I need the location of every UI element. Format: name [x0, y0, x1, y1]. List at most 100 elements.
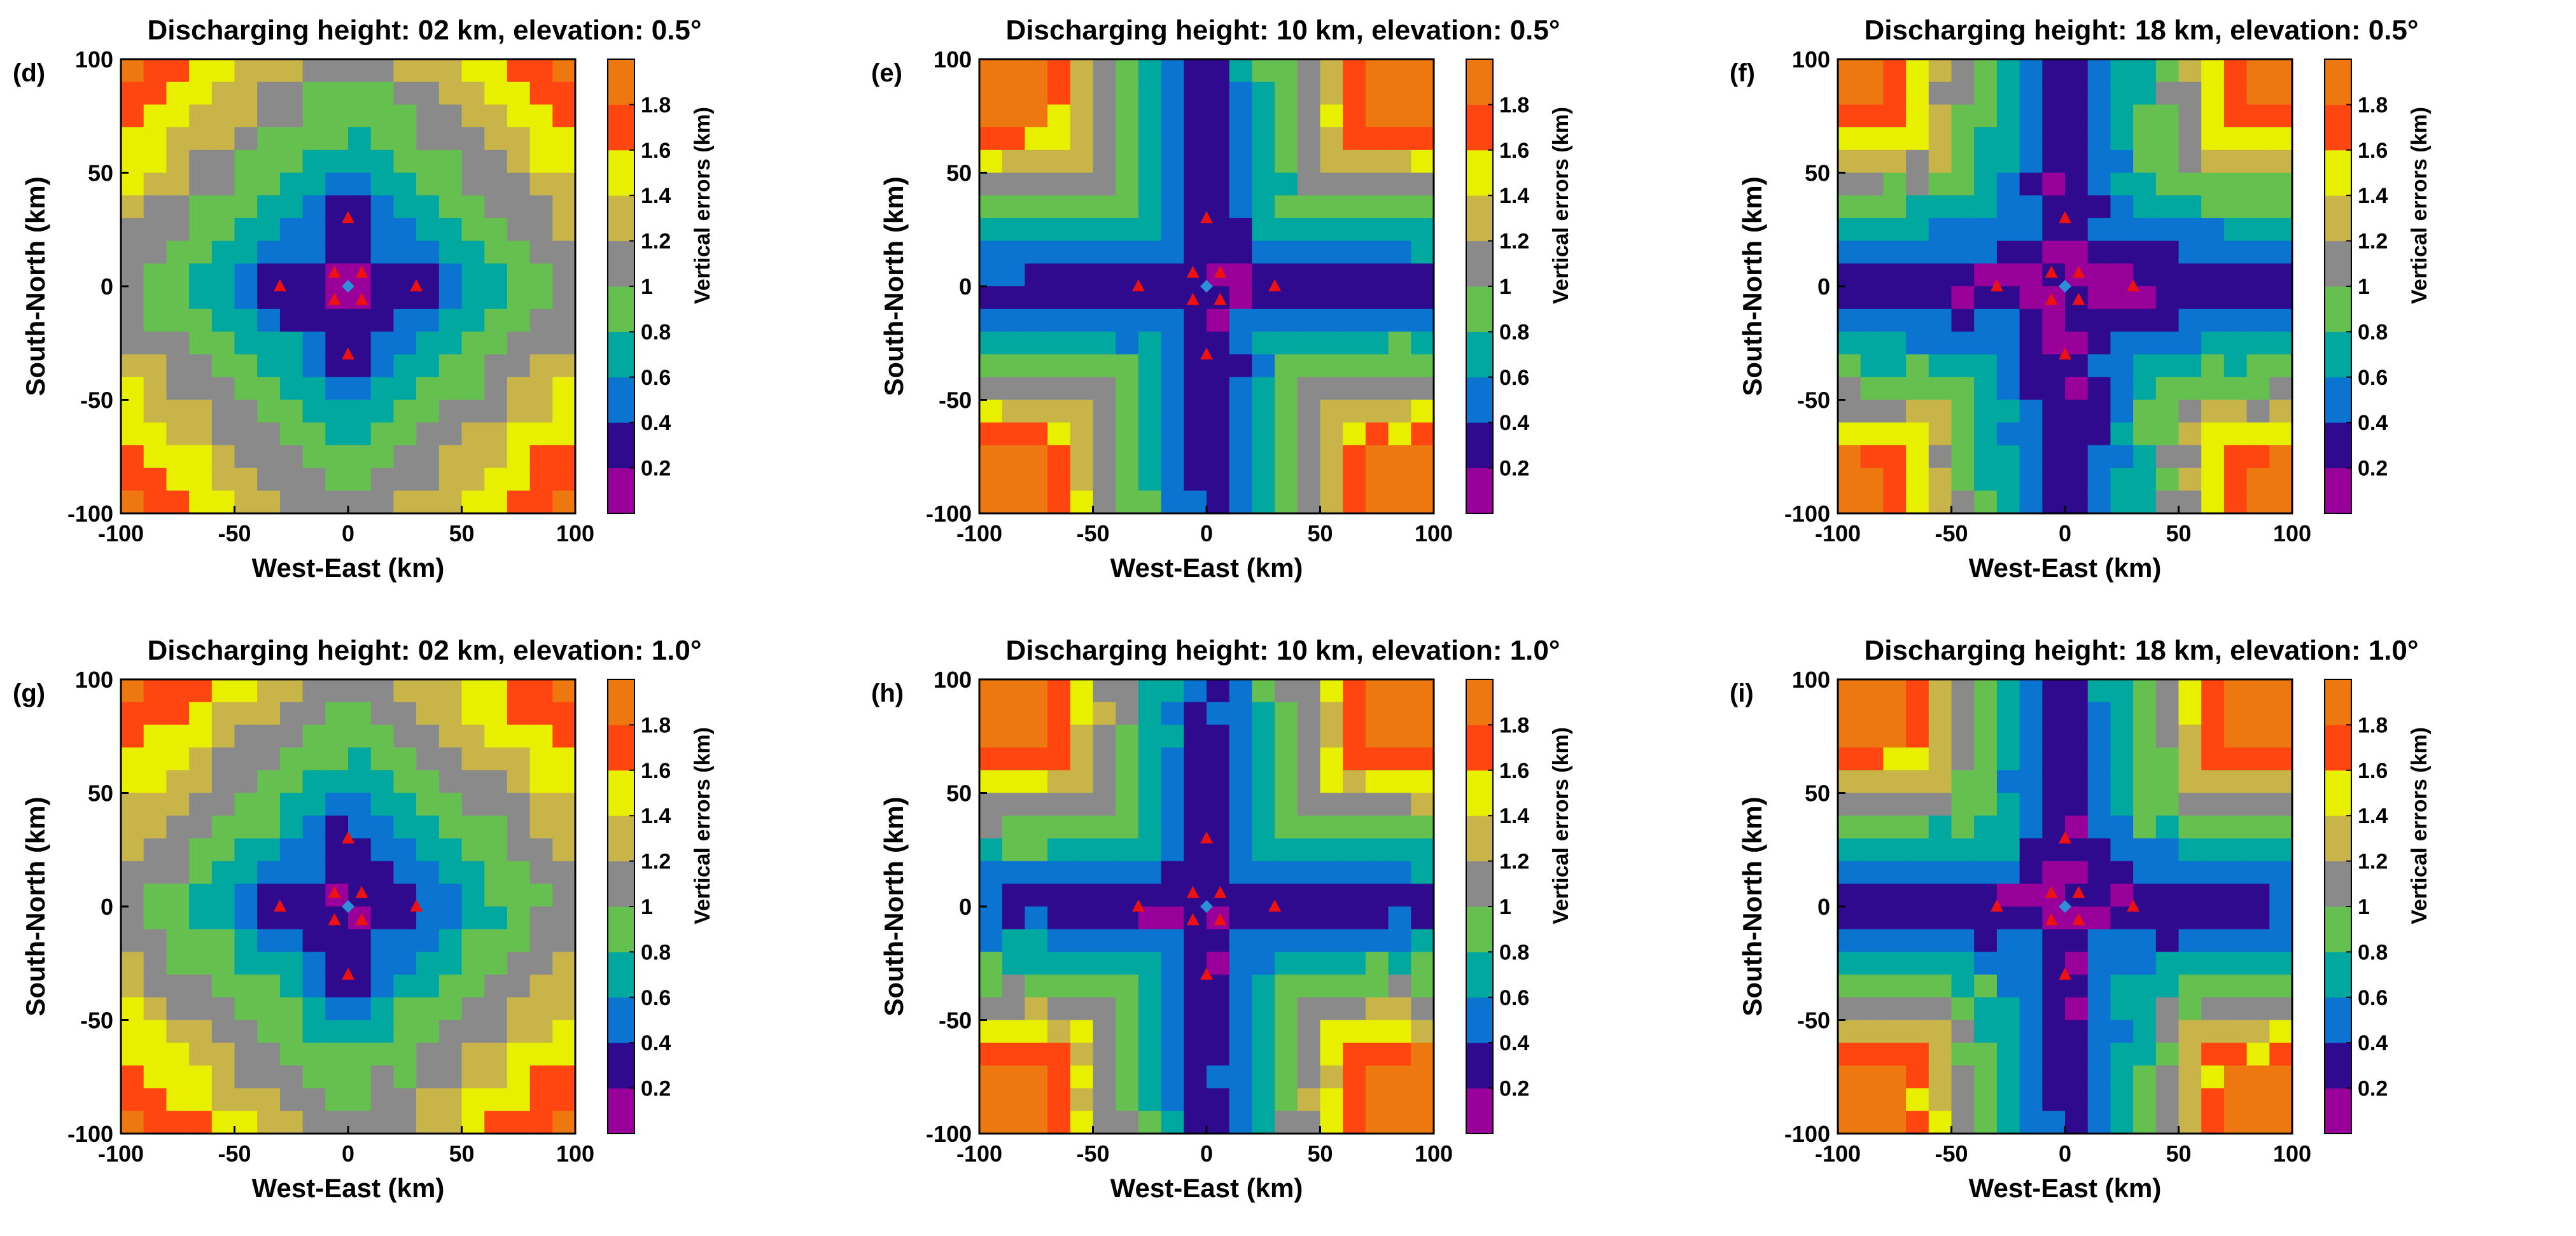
colorbar-segment: [608, 679, 634, 725]
contour-cell: [1070, 218, 1094, 242]
contour-cell: [1883, 399, 1907, 423]
contour-cell: [234, 81, 258, 105]
colorbar-segment: [2325, 468, 2351, 514]
contour-cell: [1838, 793, 1861, 816]
contour-cell: [1275, 468, 1298, 491]
contour-cell: [211, 195, 235, 219]
contour-cell: [1928, 747, 1952, 771]
contour-cell: [121, 218, 144, 242]
contour-cell: [1297, 1043, 1321, 1066]
contour-cell: [370, 422, 394, 446]
contour-cell: [1207, 725, 1230, 748]
contour-cell: [1883, 952, 1907, 975]
contour-cell: [1365, 679, 1389, 703]
contour-cell: [2223, 884, 2248, 907]
contour-cell: [1951, 793, 1975, 816]
contour-cell: [189, 309, 213, 332]
contour-cell: [325, 309, 349, 332]
colorbar-label: Vertical errors (km): [1549, 727, 1573, 924]
contour-cell: [1343, 240, 1366, 264]
contour-cell: [1365, 838, 1389, 862]
station-marker: [410, 279, 423, 291]
station-marker: [410, 899, 423, 912]
contour-cell: [2087, 218, 2111, 242]
contour-cell: [1002, 286, 1025, 310]
contour-cell: [370, 884, 394, 907]
contour-cell: [2133, 952, 2157, 975]
contour-cell: [2201, 218, 2225, 242]
contour-cell: [416, 929, 440, 952]
contour-cell: [1860, 399, 1884, 423]
contour-cell: [302, 816, 326, 839]
colorbar-segment: [2325, 725, 2351, 771]
contour-cell: [211, 309, 235, 332]
contour-cell: [2223, 747, 2248, 771]
contour-cell: [189, 445, 213, 469]
contour-cell: [1138, 354, 1162, 378]
contour-cell: [393, 195, 417, 219]
contour-cell: [1838, 331, 1861, 355]
contour-cell: [2110, 1088, 2134, 1111]
contour-cell: [234, 377, 258, 401]
contour-cell: [1883, 331, 1907, 355]
contour-cell: [2246, 929, 2270, 952]
station-marker: [1214, 913, 1227, 926]
contour-cell: [2110, 793, 2134, 816]
contour-cell: [257, 725, 281, 748]
contour-cell: [2155, 770, 2180, 794]
contour-cell: [1138, 997, 1162, 1021]
colorbar-tick-label: 1.2: [1499, 850, 1529, 874]
contour-cell: [416, 702, 440, 725]
contour-cell: [2087, 770, 2111, 794]
contour-cell: [348, 104, 372, 128]
contour-cell: [1161, 1111, 1184, 1134]
contour-cell: [484, 725, 508, 748]
contour-cell: [348, 331, 372, 355]
contour-cell: [529, 377, 553, 401]
contour-cell: [1838, 172, 1861, 196]
contour-cell: [1184, 1043, 1207, 1066]
contour-cell: [1093, 725, 1116, 748]
contour-cell: [1002, 377, 1025, 401]
contour-cell: [2133, 725, 2157, 748]
contour-cell: [484, 1065, 508, 1089]
contour-cell: [1025, 422, 1048, 446]
x-tick-label: 50: [2166, 1141, 2191, 1167]
contour-cell: [2201, 997, 2225, 1021]
contour-cell: [2065, 679, 2089, 703]
contour-cell: [1002, 884, 1025, 907]
contour-cell: [1207, 172, 1230, 196]
contour-cell: [2019, 309, 2043, 332]
contour-cell: [2110, 354, 2134, 378]
contour-cell: [979, 149, 1003, 174]
station-marker: [2045, 913, 2058, 926]
colorbar-segment: [2325, 377, 2351, 423]
contour-cell: [1275, 1065, 1298, 1089]
contour-cell: [1297, 1020, 1321, 1043]
contour-cell: [552, 747, 576, 771]
contour-cell: [1138, 975, 1162, 998]
contour-cell: [1365, 975, 1389, 998]
colorbar-tick-label: 1.8: [641, 713, 671, 737]
contour-cell: [234, 127, 258, 151]
contour-cell: [234, 468, 258, 491]
contour-cell: [552, 468, 576, 491]
contour-cell: [1974, 218, 1998, 242]
contour-cell: [2087, 929, 2111, 952]
station-marker: [1200, 831, 1213, 844]
contour-cell: [1951, 1043, 1975, 1066]
contour-cell: [1138, 331, 1162, 355]
contour-cell: [2246, 286, 2270, 310]
contour-cell: [1388, 468, 1411, 491]
contour-cell: [1161, 1065, 1184, 1089]
contour-cell: [2087, 997, 2111, 1021]
contour-cell: [1161, 975, 1184, 998]
contour-cell: [2019, 172, 2043, 196]
colorbar-segment: [2325, 59, 2351, 105]
x-tick-label: -100: [98, 1141, 144, 1167]
contour-cell: [1928, 331, 1952, 355]
contour-cell: [2201, 906, 2225, 930]
contour-cell: [234, 793, 258, 816]
contour-cell: [166, 838, 190, 862]
contour-cell: [1229, 861, 1252, 884]
